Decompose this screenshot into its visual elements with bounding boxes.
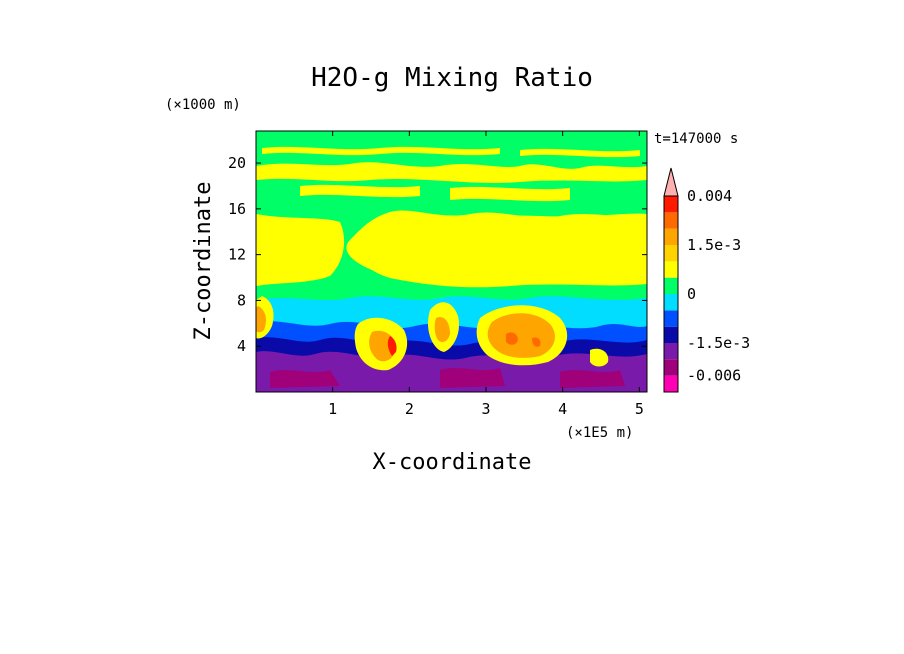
- colorbar-segment: [664, 294, 678, 311]
- field-plume-2-red: [387, 336, 397, 356]
- field-lower-yellow: [256, 214, 345, 286]
- colorbar-segment: [664, 310, 678, 327]
- colorbar-tick-label: 0: [687, 285, 696, 303]
- x-unit-label: (×1E5 m): [566, 425, 633, 441]
- colorbar-segment: [664, 359, 678, 376]
- colorbar-segment: [664, 277, 678, 294]
- colorbar-segment: [664, 228, 678, 245]
- x-tick-label: 4: [558, 400, 567, 418]
- colorbar: 0.004 1.5e-3 0 -1.5e-3 -0.006: [663, 167, 750, 393]
- field-anvil-yellow: [361, 213, 647, 288]
- colorbar-segment: [664, 343, 678, 360]
- field-core-orange: [487, 313, 555, 358]
- field-yellow-streak-3: [300, 184, 420, 198]
- field-yellow-streak-1: [262, 146, 500, 156]
- colorbar-segment: [664, 261, 678, 278]
- field-magenta-cores: [270, 368, 625, 388]
- field-plume-left-orange: [256, 306, 266, 333]
- colorbar-tick-label: 0.004: [687, 187, 732, 205]
- y-tick-label: 12: [228, 246, 246, 264]
- colorbar-segment: [664, 326, 678, 343]
- y-axis-ticks: 4 8 12 16 20: [228, 154, 647, 355]
- time-label: t=147000 s: [654, 131, 738, 147]
- colorbar-arrow: [663, 167, 679, 197]
- colorbar-frame: [663, 195, 679, 393]
- x-axis-ticks: 1 2 3 4 5: [328, 131, 644, 418]
- y-unit-label: (×1000 m): [165, 97, 241, 113]
- field-yellow-streak-2: [520, 148, 640, 158]
- field-yellow-streak-4: [450, 186, 570, 202]
- field-plume-right: [590, 348, 609, 367]
- plot-frame: [255, 130, 648, 393]
- heatmap-field: [256, 131, 647, 392]
- x-tick-label: 1: [328, 400, 337, 418]
- field-core-red: [506, 332, 541, 347]
- field-green-band-2: [256, 178, 647, 282]
- y-axis-label: Z-coordinate: [191, 182, 216, 341]
- field-plume-3-orange: [434, 316, 450, 342]
- colorbar-segment: [664, 375, 678, 392]
- x-tick-label: 3: [481, 400, 490, 418]
- colorbar-segment: [664, 245, 678, 262]
- x-tick-label: 5: [635, 400, 644, 418]
- colorbar-tick-label: -0.006: [687, 367, 741, 385]
- colorbar-tick-label: 1.5e-3: [687, 236, 741, 254]
- y-tick-label: 20: [228, 154, 246, 172]
- y-tick-label: 8: [237, 291, 246, 309]
- colorbar-segment: [664, 196, 678, 213]
- colorbar-segment: [664, 212, 678, 229]
- colorbar-tick-label: -1.5e-3: [687, 334, 750, 352]
- x-tick-label: 2: [405, 400, 414, 418]
- chart-title: H2O-g Mixing Ratio: [311, 63, 593, 93]
- x-axis-label: X-coordinate: [373, 450, 532, 475]
- y-tick-label: 4: [237, 337, 246, 355]
- y-tick-label: 16: [228, 200, 246, 218]
